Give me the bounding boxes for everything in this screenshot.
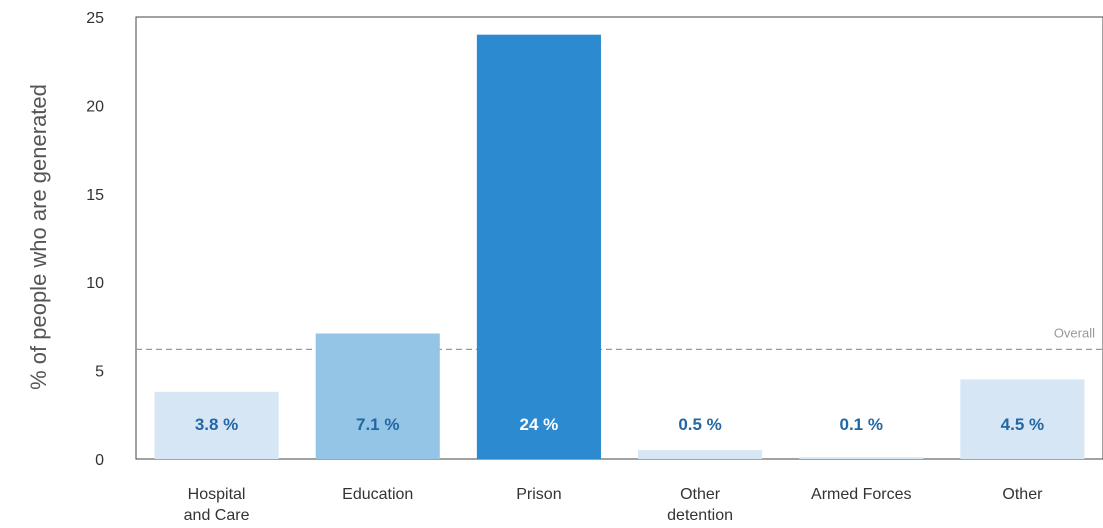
bar — [315, 333, 440, 459]
bar — [960, 379, 1085, 459]
y-tick-label: 15 — [86, 187, 104, 204]
x-tick-label-line: Other — [680, 486, 721, 503]
x-axis-ticks: Hospital and Care Education Prison Other dete… — [184, 486, 1043, 524]
x-tick-label: Other detention — [667, 486, 733, 524]
y-tick-label: 5 — [95, 364, 104, 381]
y-tick-label: 0 — [95, 452, 104, 469]
x-tick-label-line: Prison — [516, 486, 561, 503]
bar — [476, 34, 601, 460]
x-tick-label-line: Hospital — [188, 486, 246, 503]
x-tick-label-line: and Care — [184, 507, 250, 524]
bars-group — [154, 34, 1085, 460]
y-tick-label: 25 — [86, 10, 104, 27]
bar-data-label: 0.5 % — [678, 415, 721, 434]
x-tick-label: Armed Forces — [811, 486, 911, 503]
y-axis-ticks: 0 5 10 15 20 25 — [86, 10, 104, 469]
plot-frame — [135, 16, 1103, 460]
y-tick-label: 20 — [86, 98, 104, 115]
x-tick-label: Other — [1002, 486, 1043, 503]
bar — [799, 457, 924, 459]
x-tick-label-line: Education — [342, 486, 413, 503]
reference-line-group: Overall — [136, 325, 1103, 350]
plot-border — [135, 16, 1103, 460]
x-tick-label-line: Armed Forces — [811, 486, 911, 503]
data-labels-group: 3.8 % 7.1 % 24 % 0.5 % 0.1 % 4.5 % — [195, 415, 1044, 434]
bar-data-label: 0.1 % — [840, 415, 883, 434]
bar — [154, 391, 279, 459]
x-tick-label: Prison — [516, 486, 561, 503]
bar-data-label: 4.5 % — [1001, 415, 1044, 434]
bar — [638, 450, 763, 459]
x-tick-label-line: Other — [1002, 486, 1043, 503]
y-axis-label: % of people who are generated — [26, 84, 51, 390]
bar-data-label: 24 % — [520, 415, 559, 434]
x-tick-label-line: detention — [667, 507, 733, 524]
bar-data-label: 7.1 % — [356, 415, 399, 434]
x-tick-label: Education — [342, 486, 413, 503]
x-tick-label: Hospital and Care — [184, 486, 250, 524]
bar-data-label: 3.8 % — [195, 415, 238, 434]
y-tick-label: 10 — [86, 275, 104, 292]
reference-line-label: Overall — [1054, 325, 1095, 340]
